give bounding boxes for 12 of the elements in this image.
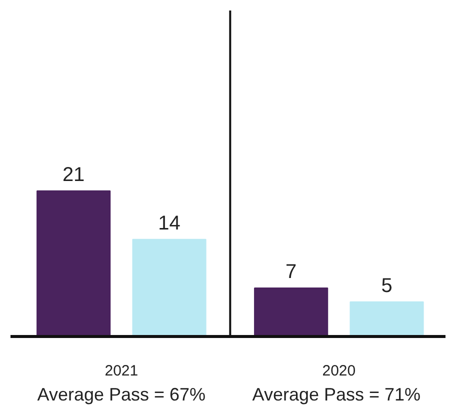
data-label: 7 bbox=[286, 260, 297, 283]
x-tick-label: 2020 bbox=[322, 362, 356, 380]
data-label: 21 bbox=[62, 164, 85, 186]
bar bbox=[350, 301, 424, 336]
text: Average Pass = 71% bbox=[252, 384, 421, 404]
bar bbox=[254, 287, 328, 336]
bar bbox=[132, 238, 206, 336]
bar bbox=[36, 190, 111, 336]
data-label: 5 bbox=[381, 274, 392, 297]
x-tick-label: 2021 bbox=[104, 362, 138, 380]
text: Average Pass = 67% bbox=[37, 384, 206, 404]
data-label: 14 bbox=[158, 212, 180, 234]
